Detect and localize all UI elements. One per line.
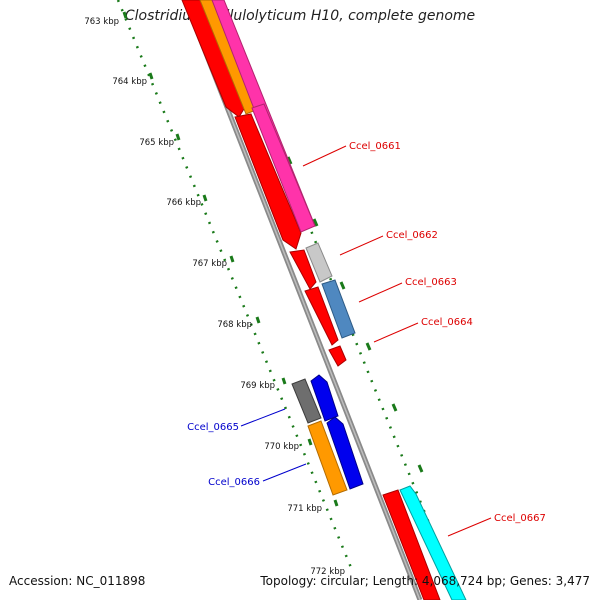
scale-tick (281, 377, 287, 385)
orange-feature (307, 420, 348, 496)
gene-label[interactable]: Ccel_0662 (386, 230, 438, 241)
gene-arrow (289, 249, 317, 290)
scale-tick (122, 11, 128, 19)
gene-label[interactable]: Ccel_0666 (208, 477, 260, 488)
scale-tick (202, 194, 208, 202)
darkgray-feature (291, 378, 322, 424)
scale-label: 764 kbp (112, 77, 147, 87)
scale-label: 767 kbp (192, 259, 227, 269)
leader-line (447, 517, 492, 537)
scale-label: 768 kbp (217, 320, 252, 330)
scale-tick (339, 281, 346, 290)
leader-line (262, 463, 307, 482)
inner-scale-ticks (122, 11, 339, 507)
gray-feature (305, 242, 333, 283)
gene-label[interactable]: Ccel_0663 (405, 277, 457, 288)
gene-label[interactable]: Ccel_0664 (421, 317, 473, 328)
scale-label: 769 kbp (240, 381, 275, 391)
scale-label: 772 kbp (310, 567, 345, 577)
leader-line (373, 322, 419, 343)
gene-label[interactable]: Ccel_0667 (494, 513, 546, 524)
scale-tick (229, 255, 235, 263)
scale-label: 763 kbp (84, 17, 119, 27)
scale-tick (307, 438, 313, 446)
scale-tick (148, 72, 154, 80)
scale-label: 770 kbp (264, 442, 299, 452)
scale-tick (286, 156, 293, 165)
scale-tick (365, 342, 372, 351)
gene-arrow (328, 345, 347, 367)
gene-label[interactable]: Ccel_0665 (187, 422, 239, 433)
scale-tick (391, 403, 398, 412)
gene-arrow (181, 0, 248, 118)
leader-line (302, 145, 347, 167)
steelblue-feature (321, 279, 356, 339)
scale-label: 766 kbp (166, 198, 201, 208)
scale-label: 765 kbp (139, 138, 174, 148)
gene-arrow (382, 489, 441, 600)
gene-arrow (304, 286, 339, 346)
reverse-cds-arrow (326, 416, 364, 490)
gene-arrow (234, 113, 302, 250)
topology-label: Topology: circular; Length: 4,068,724 bp… (260, 574, 590, 588)
gene-label[interactable]: Ccel_0661 (349, 141, 401, 152)
leader-line (339, 235, 384, 256)
scale-label-group: 763 kbp 764 kbp 765 kbp 766 kbp 767 kbp … (84, 17, 345, 577)
scale-tick (312, 218, 319, 227)
gene-label-group: Ccel_0661 Ccel_0662 Ccel_0663 Ccel_0664 … (187, 141, 546, 524)
scale-tick (333, 499, 339, 507)
scale-tick (255, 316, 261, 324)
leader-line (240, 408, 286, 427)
cyan-feature (399, 485, 467, 600)
leader-line (358, 282, 403, 303)
scale-tick (175, 133, 181, 141)
accession-label: Accession: NC_011898 (9, 574, 146, 588)
scale-label: 771 kbp (287, 504, 322, 514)
scale-tick (417, 464, 424, 473)
forward-cds-track (181, 0, 441, 600)
leader-lines (240, 145, 492, 537)
reverse-cds-arrow (310, 374, 339, 422)
magenta-feature (251, 103, 316, 233)
